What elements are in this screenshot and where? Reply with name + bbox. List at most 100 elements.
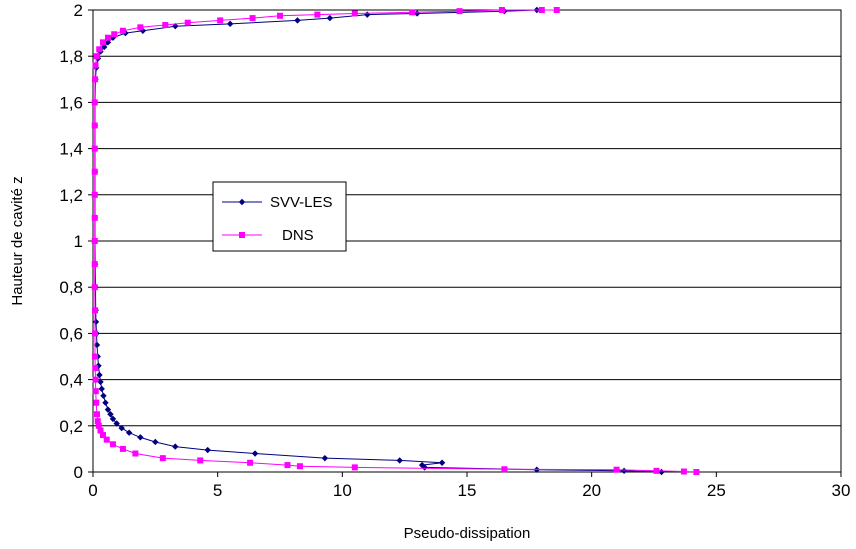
legend: SVV-LES DNS <box>212 181 347 252</box>
data-point <box>296 463 303 470</box>
data-point <box>137 24 144 31</box>
data-point <box>498 7 505 13</box>
data-point <box>91 191 98 198</box>
data-point <box>351 10 358 17</box>
y-tick-label: 0 <box>74 463 83 482</box>
data-point <box>409 9 416 16</box>
data-point <box>97 427 104 434</box>
y-tick-label: 1,2 <box>59 186 83 205</box>
data-point <box>217 17 224 24</box>
data-point <box>326 14 334 22</box>
data-point <box>438 459 446 466</box>
legend-label-svv-les: SVV-LES <box>270 194 333 211</box>
data-point <box>680 468 687 475</box>
data-point <box>251 450 259 457</box>
data-point <box>92 388 99 395</box>
data-point <box>93 399 100 406</box>
y-tick-label: 1,6 <box>59 93 83 112</box>
data-point <box>97 378 104 386</box>
data-point <box>137 434 144 441</box>
y-axis-title: Hauteur de cavité z <box>9 176 26 305</box>
data-point <box>95 362 102 369</box>
data-point <box>172 443 179 450</box>
data-point <box>294 17 301 24</box>
x-axis-title: Pseudo-dissipation <box>404 525 531 542</box>
y-tick-label: 2 <box>74 1 83 20</box>
legend-marker-svv-les <box>238 198 246 206</box>
data-point <box>113 420 120 427</box>
data-point <box>249 15 256 22</box>
y-tick-label: 0,8 <box>59 278 83 297</box>
data-point <box>204 446 211 454</box>
data-point <box>553 7 560 13</box>
data-point <box>613 466 620 473</box>
data-point <box>101 43 108 51</box>
data-point <box>172 22 179 30</box>
data-point <box>91 284 98 291</box>
data-point <box>152 438 159 446</box>
y-tick-label: 0,6 <box>59 324 83 343</box>
legend-label-dns: DNS <box>282 227 314 244</box>
y-tick-label: 1 <box>74 232 83 251</box>
data-point <box>184 19 191 26</box>
y-tick-label: 0,4 <box>59 371 83 390</box>
x-tick-label: 0 <box>88 481 97 500</box>
data-point <box>91 168 98 175</box>
x-tick-label: 5 <box>213 481 222 500</box>
data-point <box>104 39 112 46</box>
data-point <box>104 34 111 41</box>
data-point <box>96 46 103 53</box>
data-point <box>91 99 98 106</box>
data-point <box>91 307 98 314</box>
data-point <box>92 376 99 383</box>
y-tick-label: 0,2 <box>59 417 83 436</box>
series-layer <box>91 6 700 476</box>
data-point <box>418 461 426 469</box>
data-point <box>159 455 166 462</box>
data-point <box>93 411 100 418</box>
data-point <box>197 457 204 464</box>
data-point <box>321 454 329 462</box>
data-point <box>693 469 700 475</box>
data-point <box>107 411 114 418</box>
x-tick-label: 25 <box>707 481 726 500</box>
data-point <box>501 466 508 473</box>
data-point <box>91 238 98 244</box>
data-point <box>95 422 102 429</box>
x-tick-label: 30 <box>832 481 851 500</box>
data-point <box>314 11 321 18</box>
legend-marker-dns <box>239 232 245 238</box>
data-point <box>109 415 117 423</box>
data-point <box>226 20 234 28</box>
data-point <box>118 424 125 432</box>
y-tick-label: 1,4 <box>59 140 83 159</box>
data-point <box>102 399 109 406</box>
data-point <box>119 27 126 34</box>
data-point <box>91 353 98 360</box>
data-point <box>111 31 118 38</box>
data-point <box>162 22 169 29</box>
x-tick-label: 20 <box>582 481 601 500</box>
data-point <box>284 462 291 469</box>
data-point <box>653 467 660 474</box>
data-point <box>132 450 139 457</box>
data-point <box>91 330 98 337</box>
data-point <box>247 459 254 466</box>
data-point <box>351 464 358 471</box>
data-point <box>139 27 147 34</box>
data-point <box>91 261 98 268</box>
data-point <box>109 441 116 448</box>
data-point <box>91 76 98 83</box>
data-point <box>92 365 99 372</box>
data-point <box>125 429 133 436</box>
data-point <box>277 12 283 19</box>
data-point <box>396 457 403 464</box>
data-point <box>94 418 101 425</box>
data-point <box>99 39 106 46</box>
x-axis: 0 5 10 15 20 25 30 <box>88 472 850 500</box>
data-point <box>99 432 106 439</box>
y-tick-label: 1,8 <box>59 47 83 66</box>
series-dns <box>91 7 700 475</box>
x-tick-label: 10 <box>333 481 352 500</box>
data-point <box>91 145 98 152</box>
